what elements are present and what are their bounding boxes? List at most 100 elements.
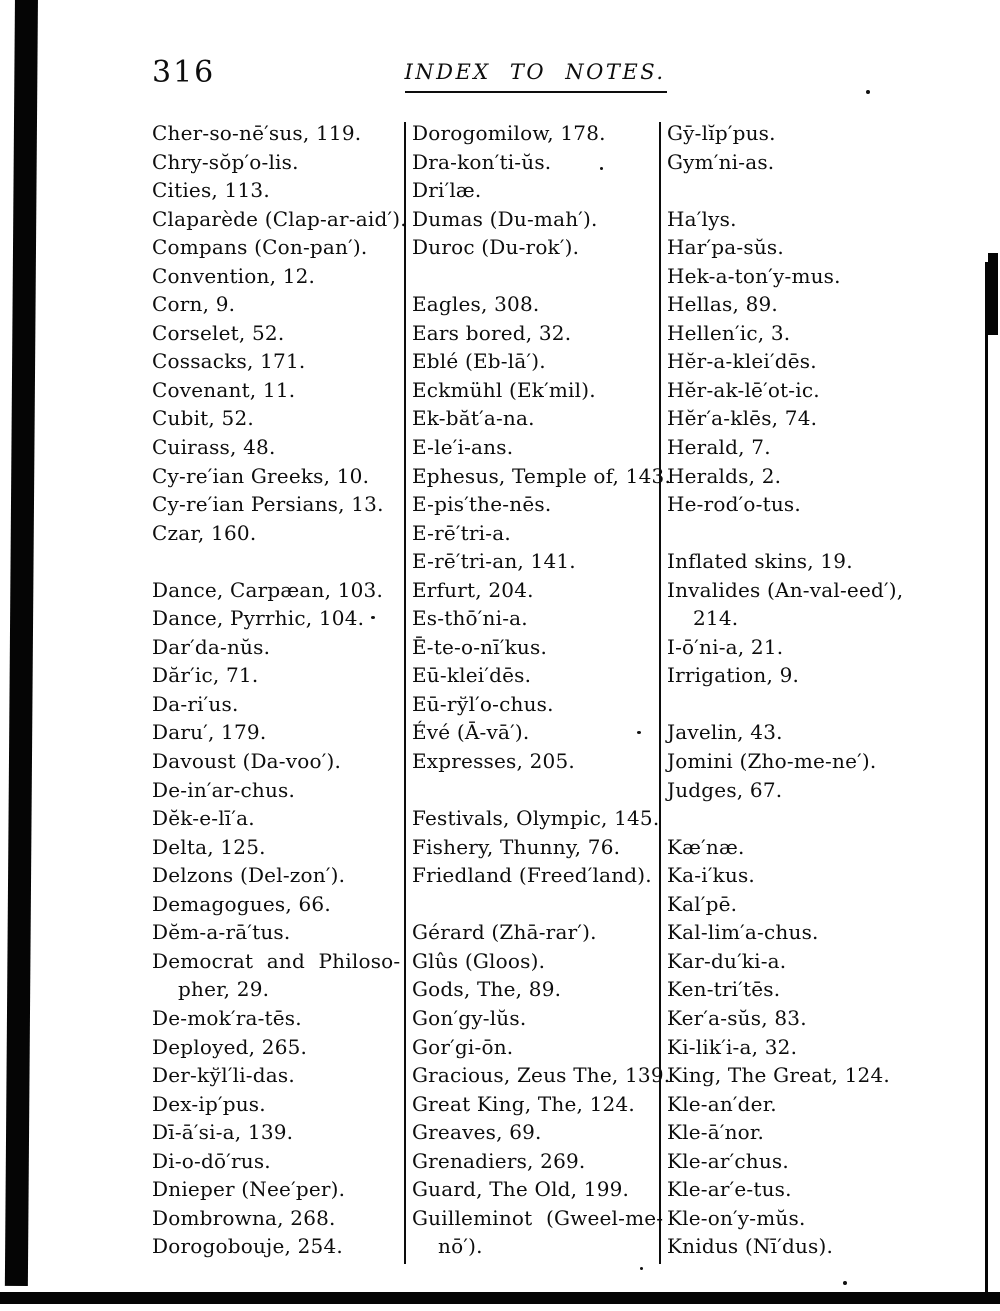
index-entry: Eagles, 308. — [412, 292, 540, 317]
blank-line — [667, 176, 982, 205]
index-entry: Davoust (Da-voo′). — [152, 749, 342, 774]
index-entry: Kle-on′y-mŭs. — [667, 1205, 806, 1230]
blank-line — [412, 890, 657, 919]
index-entry: Der-kўl′li-das. — [152, 1063, 295, 1088]
index-entry: pher, 29. — [178, 977, 270, 1002]
index-entry: Delzons (Del-zon′). — [152, 863, 346, 888]
index-entry: Cuirass, 48. — [152, 435, 276, 460]
index-entry: Compans (Con-pan′). — [152, 235, 368, 260]
page-number: 316 — [152, 55, 216, 90]
index-entry: Gérard (Zhā-rar′). — [412, 920, 597, 945]
index-entry: Hellen′ic, 3. — [667, 320, 791, 345]
index-entry: King, The Great, 124. — [667, 1063, 890, 1088]
index-entry: Kle-ar′e-tus. — [667, 1177, 792, 1202]
index-entry: Kæ′næ. — [667, 834, 745, 859]
index-entry: Hĕr-a-klei′dēs. — [667, 349, 817, 374]
index-entry: Kle-ar′chus. — [667, 1148, 789, 1173]
index-entry: Knidus (Nī′dus). — [667, 1234, 834, 1259]
index-entry: Évé (Ā-vā′). — [412, 720, 530, 745]
blank-line — [152, 547, 402, 576]
index-column-3: Gȳ-lĭp′pus. Gym′ni-as. Ha′lys. Har′pa-sŭs.… — [667, 119, 982, 1261]
index-entry: 214. — [693, 606, 739, 631]
index-entry: Guard, The Old, 199. — [412, 1177, 630, 1202]
scan-speck — [637, 731, 641, 734]
index-entry: Ephesus, Temple of, 143. — [412, 463, 671, 488]
header-rule — [405, 91, 667, 93]
index-entry: Fishery, Thunny, 76. — [412, 834, 621, 859]
index-entry: Gods, The, 89. — [412, 977, 562, 1002]
index-entry: Chry-sŏp′o-lis. — [152, 149, 299, 174]
scan-speck — [866, 90, 870, 94]
index-entry: Cossacks, 171. — [152, 349, 306, 374]
column-separator-2 — [659, 122, 661, 1264]
index-entry: Daru′, 179. — [152, 720, 267, 745]
index-entry: Hĕr′a-klēs, 74. — [667, 406, 818, 431]
index-entry: Expresses, 205. — [412, 749, 575, 774]
index-entry: Gȳ-lĭp′pus. — [667, 121, 776, 145]
index-entry: Dnieper (Nee′per). — [152, 1177, 346, 1202]
blank-line — [412, 262, 657, 291]
scan-bottom-bar — [0, 1292, 1000, 1304]
index-entry: Ker′a-sŭs, 83. — [667, 1005, 807, 1030]
index-entry: Friedland (Freed′land). — [412, 863, 652, 888]
index-entry: Di-o-dō′rus. — [152, 1148, 271, 1173]
index-entry: Dri′læ. — [412, 178, 482, 203]
index-entry: Kal′pē. — [667, 891, 738, 916]
index-entry: Cher-so-nē′sus, 119. — [152, 121, 362, 145]
index-entry: Dorogobouje, 254. — [152, 1234, 343, 1259]
index-entry: He-rod′o-tus. — [667, 492, 801, 517]
index-entry: Dorogomilow, 178. — [412, 121, 606, 145]
index-entry: De-mok′ra-tēs. — [152, 1005, 302, 1030]
index-entry: Dex-ip′pus. — [152, 1091, 266, 1116]
index-column-2: Dorogomilow, 178. Dra-kon′ti-ŭs. Dri′læ. Du… — [412, 119, 671, 1261]
index-entry: Dĕm-a-rā′tus. — [152, 920, 291, 945]
index-entry: Ka-i′kus. — [667, 863, 755, 888]
index-entry: I-ō′ni-a, 21. — [667, 634, 784, 659]
index-entry: Claparède (Clap-ar-aid′). — [152, 206, 407, 231]
index-entry: Irrigation, 9. — [667, 663, 800, 688]
index-entry: Gracious, Zeus The, 139. — [412, 1063, 671, 1088]
index-entry: Javelin, 43. — [667, 720, 783, 745]
index-entry: Erfurt, 204. — [412, 577, 534, 602]
index-entry: Dar′da-nŭs. — [152, 634, 271, 659]
index-entry: Great King, The, 124. — [412, 1091, 635, 1116]
index-entry: Deployed, 265. — [152, 1034, 308, 1059]
running-head-title: INDEX TO NOTES. — [404, 60, 666, 84]
index-entry: Dance, Carpæan, 103. — [152, 577, 384, 602]
index-entry: Kal-lim′a-chus. — [667, 920, 819, 945]
index-entry: Hellas, 89. — [667, 292, 778, 317]
index-entry: Covenant, 11. — [152, 377, 296, 402]
index-entry: Dumas (Du-mah′). — [412, 206, 598, 231]
index-entry: Heralds, 2. — [667, 463, 782, 488]
index-entry: Inflated skins, 19. — [667, 549, 853, 574]
index-entry: Convention, 12. — [152, 263, 316, 288]
index-entry: Ek-băt′a-na. — [412, 406, 535, 431]
index-entry: Cy-re′ian Persians, 13. — [152, 492, 384, 517]
index-entry: Gon′gy-lŭs. — [412, 1005, 527, 1030]
index-entry: Ki-lik′i-a, 32. — [667, 1034, 798, 1059]
scan-speck — [371, 616, 375, 619]
index-entry: Festivals, Olympic, 145. — [412, 806, 660, 831]
index-entry: Corselet, 52. — [152, 320, 285, 345]
index-entry: E-rē′tri-a. — [412, 520, 511, 545]
index-entry: De-in′ar-chus. — [152, 777, 296, 802]
blank-line — [667, 690, 982, 719]
index-entry: Dance, Pyrrhic, 104. — [152, 606, 365, 631]
index-entry: nō′). — [438, 1234, 483, 1259]
index-entry: Herald, 7. — [667, 435, 771, 460]
index-entry: Czar, 160. — [152, 520, 257, 545]
scan-gutter-bar — [4, 0, 38, 1287]
index-entry: Guilleminot (Gweel-me- — [412, 1205, 664, 1230]
blank-line — [667, 804, 982, 833]
index-entry: Duroc (Du-rok′). — [412, 235, 580, 260]
index-entry: Greaves, 69. — [412, 1120, 542, 1145]
index-entry: E-rē′tri-an, 141. — [412, 549, 576, 574]
index-entry: Gym′ni-as. — [667, 149, 775, 174]
index-entry: Corn, 9. — [152, 292, 236, 317]
index-entry: Hek-a-ton′y-mus. — [667, 263, 841, 288]
index-entry: Kle-an′der. — [667, 1091, 777, 1116]
index-entry: Grenadiers, 269. — [412, 1148, 586, 1173]
index-entry: Ken-tri′tēs. — [667, 977, 781, 1002]
index-entry: Cubit, 52. — [152, 406, 254, 431]
